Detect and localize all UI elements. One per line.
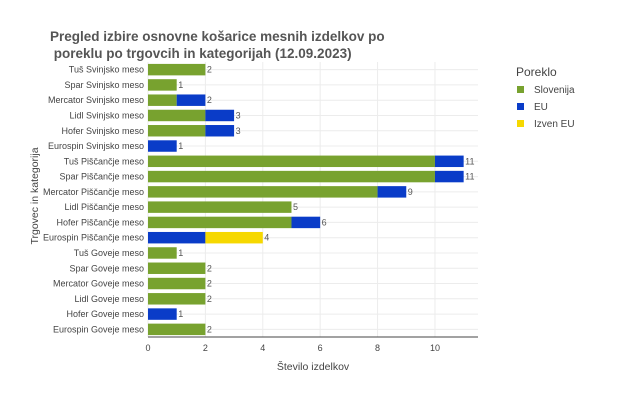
data-label: 1	[178, 248, 183, 258]
y-tick-label: Mercator Piščančje meso	[43, 187, 144, 197]
data-label: 2	[207, 324, 212, 334]
x-tick-label: 8	[375, 343, 380, 353]
bar-segment	[377, 186, 407, 198]
data-label: 5	[293, 202, 298, 212]
data-label: 2	[207, 263, 212, 273]
x-tick-label: 0	[145, 343, 150, 353]
y-tick-label: Mercator Goveje meso	[53, 279, 144, 289]
y-tick-label: Tuš Svinjsko meso	[69, 65, 144, 75]
bar-segment	[148, 63, 206, 76]
bar-segment	[148, 94, 177, 106]
legend-label: Izven EU	[534, 119, 575, 130]
bar-segment	[148, 125, 206, 137]
data-label: 1	[178, 141, 183, 151]
data-label: 1	[178, 80, 183, 90]
y-tick-label: Eurospin Piščančje meso	[43, 233, 144, 243]
x-tick-labels: 0 2 4 6 8 10	[145, 343, 439, 353]
data-label: 1	[178, 309, 183, 319]
bar-segment	[148, 231, 206, 244]
data-label: 6	[322, 217, 327, 227]
bar-segment	[148, 201, 292, 213]
legend-swatch	[517, 120, 524, 127]
bar-segment	[205, 231, 263, 244]
y-tick-label: Spar Goveje meso	[69, 263, 144, 273]
bar-segment	[148, 109, 206, 122]
y-tick-label: Lidl Piščančje meso	[64, 202, 144, 212]
chart-title: Pregled izbire osnovne košarice mesnih i…	[50, 29, 385, 61]
y-tick-label: Tuš Goveje meso	[74, 248, 144, 258]
data-label: 4	[264, 233, 269, 243]
data-label: 11	[465, 156, 474, 166]
legend-label: Slovenija	[534, 85, 575, 96]
data-label: 11	[465, 172, 474, 182]
legend-swatch	[517, 103, 524, 110]
chart-title-line-1: Pregled izbire osnovne košarice mesnih i…	[50, 29, 385, 44]
bar-segment	[434, 170, 464, 183]
data-label: 3	[236, 126, 241, 136]
y-tick-label: Eurospin Svinjsko meso	[48, 141, 144, 151]
bar-segment	[205, 109, 235, 122]
y-axis-label: Trgovec in kategorija	[29, 147, 41, 244]
legend-label: EU	[534, 102, 548, 113]
bar-segment	[148, 155, 435, 168]
y-tick-label: Hofer Piščančje meso	[56, 217, 144, 227]
bar-segment	[148, 277, 206, 290]
bar-segment	[148, 170, 435, 183]
y-tick-label: Hofer Goveje meso	[66, 309, 144, 319]
y-tick-labels: Tuš Svinjsko meso Spar Svinjsko meso Merca…	[43, 65, 144, 335]
bar-segment	[291, 216, 321, 229]
y-tick-label: Lidl Goveje meso	[74, 294, 144, 304]
bar-segment	[148, 323, 206, 336]
bar-segment	[148, 186, 378, 198]
x-tick-label: 6	[318, 343, 323, 353]
bar-segment	[148, 247, 177, 259]
legend-swatch	[517, 86, 524, 93]
data-label: 3	[236, 110, 241, 120]
bar-segment	[148, 293, 206, 305]
x-tick-label: 2	[203, 343, 208, 353]
y-tick-label: Eurospin Goveje meso	[53, 324, 144, 334]
y-tick-label: Spar Piščančje meso	[59, 172, 144, 182]
bar-segment	[176, 94, 206, 106]
bar-segment	[148, 216, 292, 229]
y-tick-label: Tuš Piščančje meso	[64, 156, 144, 166]
data-label: 2	[207, 65, 212, 75]
bar-segment	[148, 140, 177, 152]
bar-segment	[434, 155, 464, 168]
x-tick-label: 4	[260, 343, 265, 353]
chart-title-line-2: poreklu po trgovcih in kategorijah (12.0…	[50, 46, 352, 61]
y-tick-label: Mercator Svinjsko meso	[48, 95, 144, 105]
legend: Poreklo Slovenija EU Izven EU	[516, 65, 575, 130]
y-tick-label: Spar Svinjsko meso	[64, 80, 144, 90]
bar-segment	[148, 308, 177, 320]
legend-title: Poreklo	[516, 65, 557, 79]
y-tick-label: Hofer Svinjsko meso	[61, 126, 144, 136]
y-tick-label: Lidl Svinjsko meso	[69, 110, 144, 120]
bar-segment	[148, 79, 177, 91]
bar-segment	[205, 125, 235, 137]
bars	[148, 63, 464, 336]
data-label: 2	[207, 294, 212, 304]
legend-items: Slovenija EU Izven EU	[517, 85, 575, 130]
bar-segment	[148, 262, 206, 274]
data-label: 9	[408, 187, 413, 197]
data-label: 2	[207, 279, 212, 289]
x-tick-label: 10	[430, 343, 440, 353]
x-axis-label: Število izdelkov	[277, 360, 350, 373]
data-label: 2	[207, 95, 212, 105]
